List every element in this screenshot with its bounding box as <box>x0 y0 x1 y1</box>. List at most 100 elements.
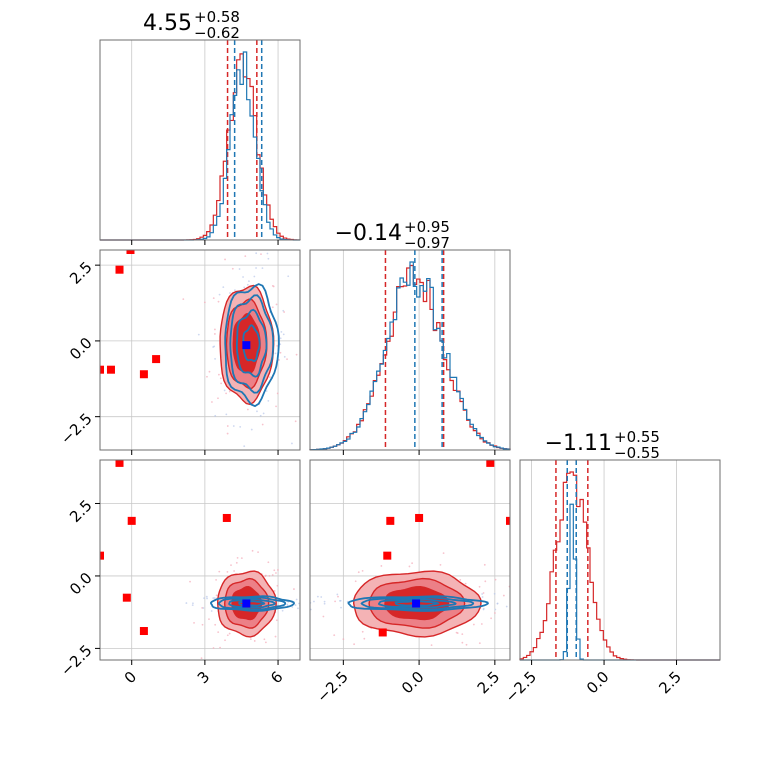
y-tick-label: 0.0 <box>66 569 96 599</box>
sample-dot <box>212 597 215 599</box>
sample-dot <box>211 401 213 403</box>
sample-dot <box>267 561 270 564</box>
sample-dot <box>276 392 279 395</box>
y-tick-label: 0.0 <box>66 334 96 364</box>
sample-dot <box>214 414 217 417</box>
sample-dot <box>357 571 360 574</box>
blue-contour <box>228 598 276 609</box>
title-value: −1.11 <box>545 431 612 456</box>
sample-dot <box>323 602 326 605</box>
sample-dot <box>259 414 262 417</box>
sample-dot <box>320 596 323 598</box>
outlier-marker <box>222 513 231 522</box>
sample-dot <box>482 592 485 594</box>
sample-dot <box>282 309 285 312</box>
sample-dot <box>271 574 274 576</box>
sample-dot <box>291 606 294 608</box>
sample-dot <box>215 594 218 597</box>
sample-dot <box>322 615 325 618</box>
sample-dot <box>231 267 234 270</box>
outlier-marker <box>152 355 161 364</box>
sample-dot <box>218 373 220 376</box>
sample-dot <box>233 570 236 572</box>
sample-dot <box>236 556 239 559</box>
outlier-marker <box>100 365 104 374</box>
sample-dot <box>246 408 249 411</box>
sample-dot <box>380 565 383 567</box>
blue-contour <box>377 598 457 609</box>
sample-dot <box>239 426 242 428</box>
sample-dot <box>439 563 442 566</box>
sample-dot <box>271 306 274 309</box>
sample-dot <box>281 609 284 612</box>
panel-frame <box>99 249 301 451</box>
sample-dot <box>316 600 318 602</box>
histogram-panel-0: 4.55 +0.58−0.62 <box>99 8 301 241</box>
sample-dot <box>185 602 188 604</box>
blue-contour <box>210 595 295 612</box>
sample-dot <box>496 602 499 605</box>
sample-dot <box>267 399 270 402</box>
x-tick-label: −2.5 <box>313 668 351 706</box>
sample-dot <box>191 604 194 607</box>
sample-dot <box>212 297 215 300</box>
x-tick-label: 0 <box>121 668 140 687</box>
sample-dot <box>271 284 274 287</box>
sample-dot <box>430 644 433 646</box>
outlier-marker <box>506 516 510 525</box>
sample-dot <box>264 641 267 644</box>
sample-dot <box>223 389 226 392</box>
panel-frame <box>309 459 511 661</box>
sample-dot <box>273 569 276 572</box>
sample-dot <box>257 551 259 554</box>
blue-contour <box>347 595 489 612</box>
histogram-series <box>309 261 511 451</box>
sample-dot <box>234 289 236 292</box>
sample-dot <box>516 607 518 609</box>
sample-dot <box>494 612 496 614</box>
sample-dot <box>225 413 228 416</box>
outlier-marker <box>486 460 495 467</box>
blue-contour <box>394 600 440 607</box>
histogram-series <box>100 53 301 241</box>
outlier-marker <box>378 628 387 637</box>
sample-dot <box>266 252 269 255</box>
sample-dot <box>303 607 305 609</box>
sample-dot <box>242 276 244 278</box>
sample-dot <box>442 552 445 555</box>
sample-dot <box>283 311 286 313</box>
sample-dot <box>217 631 220 634</box>
sample-dot <box>295 598 298 601</box>
sample-dot <box>219 646 221 649</box>
sample-dot <box>206 375 208 378</box>
sample-dot <box>255 252 258 255</box>
title-value: −0.14 <box>335 221 402 246</box>
sample-dot <box>461 633 464 636</box>
sample-dot <box>494 578 497 581</box>
sample-dot <box>465 643 468 646</box>
sample-dot <box>353 643 356 646</box>
sample-dot <box>225 392 228 395</box>
sample-dot <box>294 420 297 423</box>
sample-dot <box>244 255 247 258</box>
sample-dot <box>518 601 520 603</box>
sample-dot <box>361 630 364 633</box>
blue-contour <box>224 283 280 408</box>
panel-title: 4.55 +0.58−0.62 <box>143 8 240 42</box>
sample-dot <box>334 600 337 603</box>
sample-dot <box>202 607 205 609</box>
sample-dot <box>208 370 211 373</box>
sample-dot <box>240 557 243 559</box>
sample-dot <box>226 432 229 435</box>
sample-dot <box>279 343 282 346</box>
sample-dot <box>517 594 519 596</box>
2d-panel-p0p1: −2.5 0.0 2.5 <box>57 249 301 455</box>
sample-dot <box>339 599 342 602</box>
sample-dot <box>230 564 232 567</box>
title-minus: −0.55 <box>614 444 660 462</box>
outlier-marker <box>386 516 395 525</box>
sample-dot <box>297 607 299 610</box>
sample-dot <box>268 574 271 577</box>
sample-dot <box>208 618 210 621</box>
title-plus: +0.55 <box>614 428 660 446</box>
